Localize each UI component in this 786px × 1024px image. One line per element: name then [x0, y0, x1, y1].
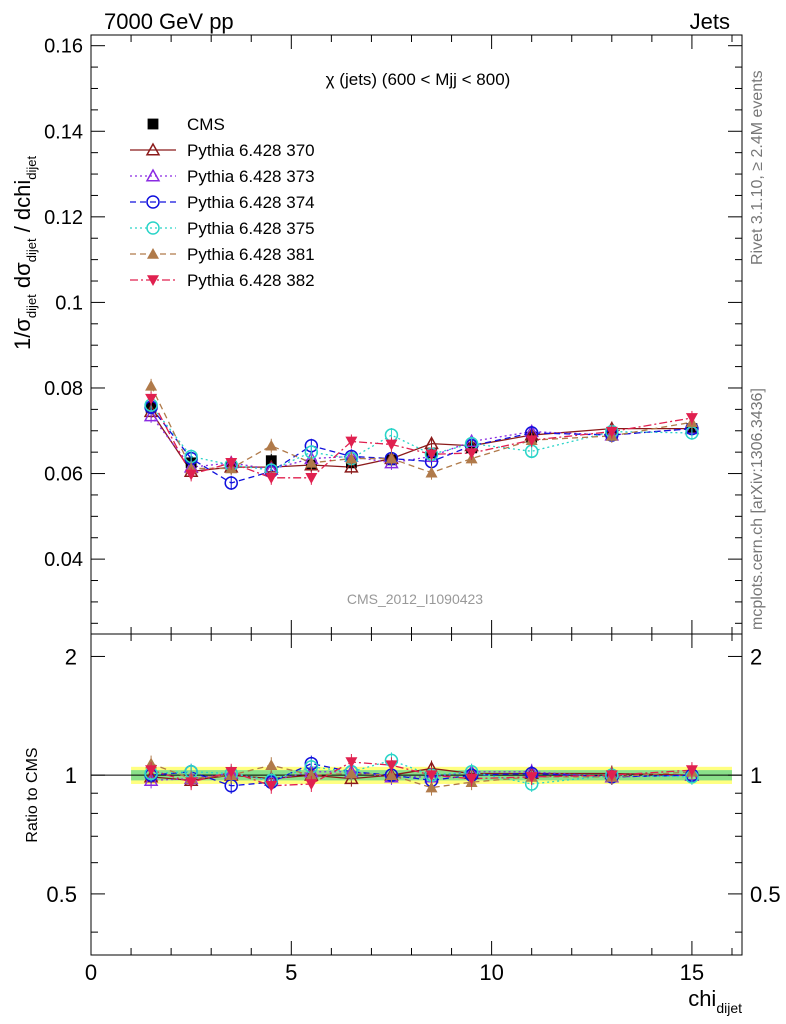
data-point	[305, 456, 318, 468]
rivet-label: Rivet 3.1.10, ≥ 2.4M events	[749, 70, 766, 265]
main-y-tick-label: 0.16	[44, 36, 83, 58]
ratio-point	[345, 757, 358, 768]
legend-marker	[145, 168, 161, 182]
data-point	[224, 476, 238, 490]
data-point	[685, 413, 698, 424]
x-axis-label: chidijet	[688, 986, 742, 1016]
data-point	[425, 466, 438, 478]
legend-marker	[145, 142, 161, 156]
legend-label: Pythia 6.428 382	[187, 271, 315, 290]
ylabel-b-sub: dijet	[24, 238, 39, 262]
series-line	[150, 415, 692, 470]
data-point	[345, 452, 358, 464]
data-point	[265, 439, 278, 451]
main-y-tick-label: 0.04	[44, 549, 83, 571]
main-y-tick-label: 0.1	[55, 292, 83, 314]
data-point	[305, 473, 318, 484]
ratio-y-tick-label-right: 0.5	[750, 882, 781, 907]
ratio-point	[225, 766, 238, 778]
ratio-point	[425, 781, 438, 793]
legend-label: Pythia 6.428 373	[187, 167, 315, 186]
legend-marker	[147, 118, 159, 130]
series-line	[150, 398, 693, 479]
ratio-series-line	[151, 771, 692, 782]
legend-marker	[146, 195, 160, 209]
ratio-point	[345, 767, 358, 779]
legend-label: Pythia 6.428 375	[187, 219, 315, 238]
header-left: 7000 GeV pp	[104, 9, 234, 34]
ratio-point	[145, 765, 158, 777]
ratio-point	[265, 759, 278, 770]
mcplots-label: mcplots.cern.ch [arXiv:1306.3436]	[749, 388, 766, 630]
main-y-axis-label: 1/σdijet dσdijet / dchidijet	[10, 155, 39, 350]
ylabel-c-sub: dijet	[24, 155, 39, 179]
watermark: CMS_2012_I1090423	[347, 591, 483, 607]
ratio-point	[265, 780, 278, 792]
data-point	[143, 408, 159, 422]
ratio-y-tick-label: 2	[65, 644, 77, 669]
xlabel-sub: dijet	[716, 1000, 742, 1016]
data-point	[265, 473, 278, 484]
data-point	[185, 469, 198, 481]
data-point	[385, 439, 398, 451]
legend-marker	[147, 275, 159, 286]
data-point	[465, 448, 478, 460]
ylabel-b: dσ	[10, 262, 35, 294]
ratio-y-tick-label-right: 2	[750, 644, 762, 669]
data-point	[145, 393, 158, 405]
series-line	[150, 406, 692, 484]
legend-marker	[146, 221, 160, 235]
ylabel-a-sub: dijet	[24, 294, 39, 318]
legend-label: Pythia 6.428 381	[187, 245, 315, 264]
data-point	[425, 449, 438, 461]
x-tick-label: 5	[285, 960, 297, 985]
main-y-tick-label: 0.08	[44, 378, 83, 400]
x-tick-label: 15	[680, 960, 704, 985]
main-panel: 0.04 0.06 0.08 0.1 0.12 0.14 0.16 χ (jets) (60…	[10, 34, 743, 635]
header-right: Jets	[690, 9, 730, 34]
main-y-tick-label: 0.06	[44, 464, 83, 486]
data-point	[344, 459, 359, 473]
ratio-point	[185, 777, 198, 789]
ratio-point	[465, 773, 478, 785]
ylabel-c: / dchi	[10, 180, 35, 239]
x-tick-label: 10	[479, 960, 503, 985]
xlabel-main: chi	[688, 986, 716, 1011]
ratio-point	[425, 770, 438, 782]
main-y-tick-label: 0.14	[44, 121, 83, 143]
main-y-tick-label: 0.12	[44, 207, 83, 229]
legend-label: Pythia 6.428 374	[187, 193, 315, 212]
legend-label: Pythia 6.428 370	[187, 141, 315, 160]
ratio-point	[525, 772, 538, 783]
ratio-panel: 0.5 0.5 1 1 2 2 0 5 10 15 Ratio to CMS chidijet	[24, 633, 781, 1016]
ratio-point	[685, 765, 698, 777]
ratio-y-tick-label: 0.5	[46, 882, 77, 907]
ratio-point	[305, 769, 318, 780]
x-tick-label: 0	[85, 960, 97, 985]
data-point	[345, 436, 358, 448]
ratio-y-tick-label-right: 1	[750, 763, 762, 788]
ratio-y-tick-label: 1	[65, 763, 77, 788]
data-point	[525, 435, 538, 447]
ratio-point	[385, 760, 398, 772]
ratio-series-line	[151, 762, 692, 787]
ratio-frame	[90, 633, 743, 956]
data-point	[225, 458, 238, 469]
data-point	[605, 426, 618, 438]
legend-marker	[147, 248, 159, 259]
chart-title: χ (jets) (600 < Mjj < 800)	[326, 70, 511, 89]
data-point	[145, 379, 158, 391]
data-point	[385, 452, 398, 464]
ylabel-a: 1/σ	[10, 318, 35, 350]
legend: CMS Pythia 6.428 370 Pythia 6.428 373 Pythi…	[130, 115, 315, 290]
ratio-point	[605, 770, 618, 782]
legend-label: CMS	[187, 115, 225, 134]
series-line	[150, 385, 693, 474]
ratio-point	[305, 779, 318, 790]
ratio-y-axis-label: Ratio to CMS	[24, 747, 41, 842]
ratio-point	[385, 769, 398, 780]
